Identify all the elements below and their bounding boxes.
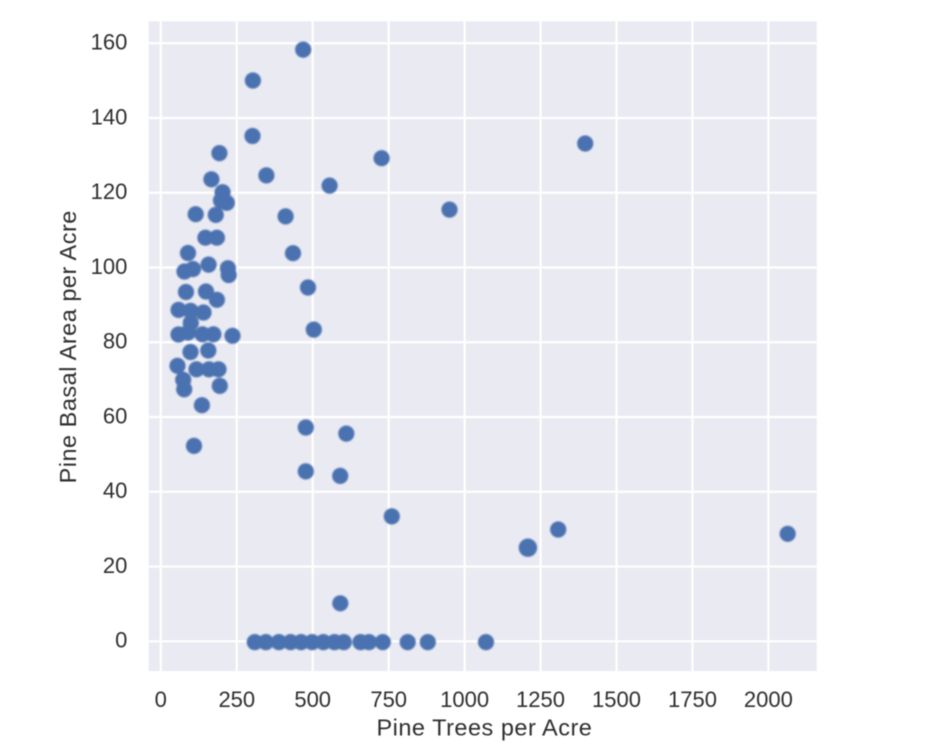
svg-text:120: 120 <box>91 179 128 204</box>
svg-text:1750: 1750 <box>668 687 717 712</box>
svg-text:Pine Trees per Acre: Pine Trees per Acre <box>376 714 592 740</box>
svg-text:0: 0 <box>115 628 127 653</box>
svg-text:0: 0 <box>155 687 167 712</box>
svg-text:20: 20 <box>103 553 127 578</box>
svg-text:250: 250 <box>218 687 255 712</box>
svg-text:2000: 2000 <box>744 687 793 712</box>
svg-text:160: 160 <box>91 30 128 55</box>
svg-text:80: 80 <box>103 329 127 354</box>
svg-text:100: 100 <box>91 254 128 279</box>
svg-text:Pine Basal Area per Acre: Pine Basal Area per Acre <box>55 210 81 483</box>
svg-text:1500: 1500 <box>592 687 641 712</box>
svg-text:40: 40 <box>103 478 127 503</box>
svg-text:750: 750 <box>370 687 407 712</box>
svg-text:1250: 1250 <box>516 687 565 712</box>
svg-text:500: 500 <box>294 687 331 712</box>
svg-text:1000: 1000 <box>440 687 489 712</box>
svg-text:60: 60 <box>103 403 127 428</box>
svg-text:140: 140 <box>91 104 128 129</box>
